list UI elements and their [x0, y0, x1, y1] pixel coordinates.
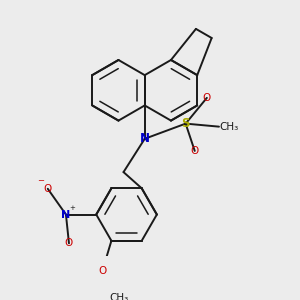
- Text: S: S: [182, 117, 190, 130]
- Text: −: −: [37, 177, 44, 186]
- Text: CH₃: CH₃: [109, 293, 128, 300]
- Text: O: O: [44, 184, 52, 194]
- Text: O: O: [98, 266, 106, 276]
- Text: N: N: [140, 132, 150, 145]
- Text: CH₃: CH₃: [220, 122, 239, 132]
- Text: N: N: [61, 209, 70, 220]
- Text: O: O: [65, 238, 73, 248]
- Text: O: O: [190, 146, 199, 156]
- Text: O: O: [203, 93, 211, 103]
- Text: +: +: [69, 206, 75, 212]
